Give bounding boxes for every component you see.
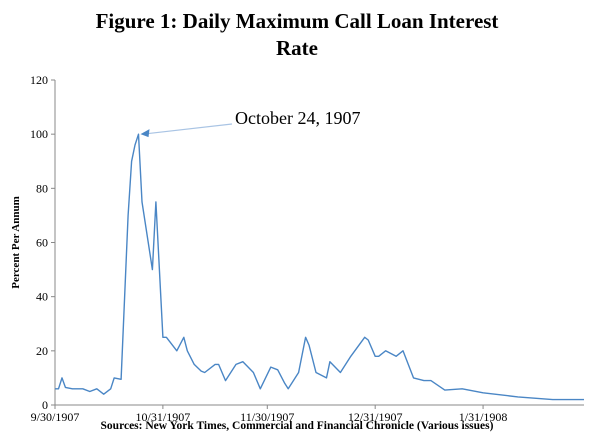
chart-title-line2: Rate <box>276 36 318 60</box>
x-tick-label: 10/31/1907 <box>136 410 191 424</box>
annotation-arrowhead <box>140 129 150 138</box>
annotation-arrow <box>142 123 233 135</box>
y-tick-label: 80 <box>36 181 48 195</box>
y-tick-label: 20 <box>36 344 48 358</box>
x-tick-label: 1/31/1908 <box>459 410 508 424</box>
source-note: Sources: New York Times, Commercial and … <box>100 420 494 432</box>
y-tick-label: 0 <box>42 398 48 412</box>
y-tick-label: 40 <box>36 290 48 304</box>
y-tick-label: 60 <box>36 236 48 250</box>
series-line <box>55 133 584 401</box>
y-tick-label: 120 <box>30 73 48 87</box>
x-tick-label: 11/30/1907 <box>240 410 294 424</box>
y-tick-label: 100 <box>30 127 48 141</box>
chart-title-line1: Figure 1: Daily Maximum Call Loan Intere… <box>95 9 499 33</box>
chart-title: Figure 1: Daily Maximum Call Loan Intere… <box>0 8 594 62</box>
annotation-label: October 24, 1907 <box>235 108 360 128</box>
x-tick-label: 12/31/1907 <box>348 410 403 424</box>
x-tick-label: 9/30/1907 <box>31 410 80 424</box>
y-axis-label: Percent Per Annum <box>10 196 22 288</box>
